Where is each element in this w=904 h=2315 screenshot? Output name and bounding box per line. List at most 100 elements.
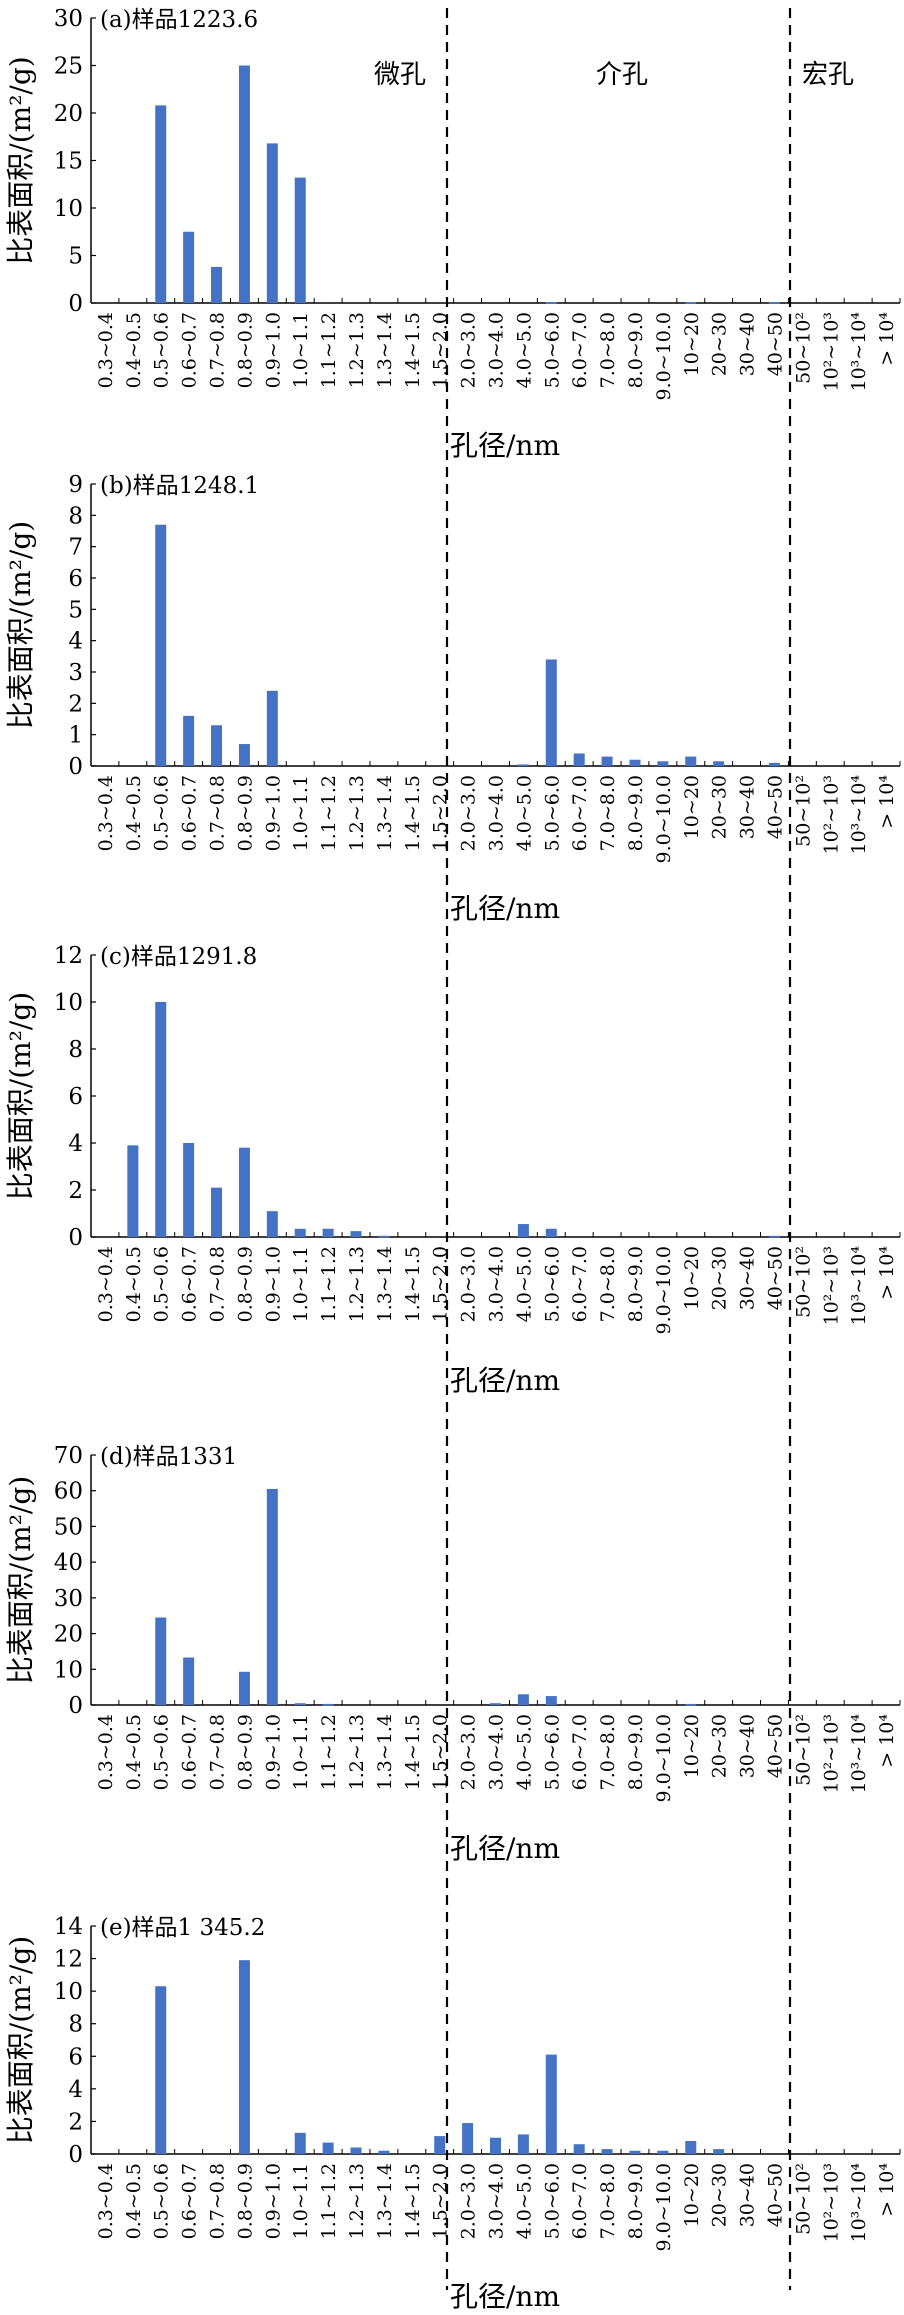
x-tick-label: 2.0~3.0 [458, 312, 480, 388]
x-tick-label: 40~50 [764, 1246, 786, 1310]
y-tick-label: 12 [54, 1947, 83, 1973]
x-tick-label: 50~10² [792, 2163, 814, 2235]
x-tick-label: 1.1~1.2 [318, 775, 340, 851]
x-tick-label: 30~40 [737, 775, 759, 839]
x-tick-label: 10³~10⁴ [848, 2163, 870, 2243]
panel-5: 0 2 4 6 8 10 12 14 0.3~0.4 0.4~0.5 0.5~0.6 0.6~0.7 0… [4, 1914, 901, 2313]
x-tick-label: 8.0~9.0 [625, 1714, 647, 1790]
x-tick-label: 3.0~4.0 [486, 2163, 508, 2239]
x-tick-label: 1.4~1.5 [402, 775, 424, 851]
x-tick-label: 1.0~1.1 [290, 312, 312, 388]
bar-5 [211, 1187, 223, 1237]
x-tick-label: 4.0~5.0 [513, 312, 535, 388]
y-tick-label: 30 [54, 6, 83, 32]
panel-3: 0 2 4 6 8 10 12 0.3~0.4 0.4~0.5 0.5~0.6 0.6~0.7 0.7… [4, 943, 901, 1397]
x-tick-label: 10²~10³ [820, 2163, 842, 2243]
bar-4 [183, 715, 195, 766]
x-tick-label: 4.0~5.0 [513, 775, 535, 851]
y-tick-label: 20 [54, 1622, 83, 1648]
x-tick-label: 30~40 [737, 2163, 759, 2227]
y-tick-label: 0 [68, 1225, 83, 1251]
x-tick-label: 0.9~1.0 [262, 2163, 284, 2239]
y-tick-label: 70 [54, 1443, 83, 1469]
x-tick-label: 1.4~1.5 [402, 1714, 424, 1790]
x-tick-label: 1.4~1.5 [402, 1246, 424, 1322]
bar-15 [490, 1703, 501, 1705]
bar-8 [294, 177, 306, 303]
x-tick-label: 50~10² [792, 1714, 814, 1786]
y-tick-label: 5 [68, 244, 83, 270]
bar-3 [155, 1986, 167, 2154]
x-tick-label: 0.3~0.4 [95, 1246, 117, 1322]
y-tick-label: 2 [68, 691, 83, 717]
y-tick-label: 25 [54, 54, 83, 80]
y-tick-label: 6 [68, 2044, 83, 2070]
y-axis-label: 比表面积/(m²/g) [4, 56, 37, 264]
bar-21 [657, 761, 669, 766]
x-tick-label: > 10⁴ [876, 1246, 898, 1300]
y-tick-label: 3 [68, 660, 83, 686]
bar-17 [545, 1696, 557, 1705]
bar-5 [211, 725, 223, 766]
x-tick-label: 1.1~1.2 [318, 312, 340, 388]
x-tick-label: 1.0~1.1 [290, 1246, 312, 1322]
x-tick-label: 0.7~0.8 [207, 2163, 229, 2239]
x-tick-label: 1.1~1.2 [318, 1246, 340, 1322]
x-tick-label: 0.8~0.9 [234, 312, 256, 388]
bar-4 [183, 1143, 195, 1237]
x-tick-label: 0.6~0.7 [179, 775, 201, 851]
x-tick-label: 1.5~2.0 [430, 2163, 452, 2239]
bar-20 [629, 2150, 641, 2154]
x-tick-label: 3.0~4.0 [486, 775, 508, 851]
x-tick-label: 0.3~0.4 [95, 1714, 117, 1790]
x-tick-label: 3.0~4.0 [486, 1246, 508, 1322]
x-tick-label: 40~50 [764, 312, 786, 376]
bar-19 [601, 756, 613, 766]
bar-7 [266, 1211, 278, 1237]
x-tick-label: 40~50 [764, 775, 786, 839]
bar-4 [183, 231, 195, 303]
x-tick-label: 4.0~5.0 [513, 1714, 535, 1790]
y-tick-label: 8 [68, 503, 83, 529]
x-tick-label: 1.2~1.3 [346, 1714, 368, 1790]
x-tick-label: 8.0~9.0 [625, 775, 647, 851]
x-tick-label: 0.7~0.8 [207, 312, 229, 388]
region-label-2: 介孔 [596, 60, 648, 90]
x-tick-label: 0.8~0.9 [234, 1246, 256, 1322]
x-tick-label: 10~20 [681, 312, 703, 376]
x-tick-label: 30~40 [737, 1246, 759, 1310]
x-tick-label: 5.0~6.0 [541, 1714, 563, 1790]
y-tick-label: 0 [68, 291, 83, 317]
x-tick-label: 0.8~0.9 [234, 775, 256, 851]
y-tick-label: 8 [68, 2012, 83, 2038]
bar-5 [211, 266, 223, 303]
y-tick-label: 20 [54, 101, 83, 127]
x-tick-label: > 10⁴ [876, 312, 898, 366]
x-tick-label: > 10⁴ [876, 1714, 898, 1768]
x-tick-label: 6.0~7.0 [569, 1714, 591, 1790]
bar-10 [350, 1231, 362, 1237]
x-tick-label: 10²~10³ [820, 1714, 842, 1794]
x-tick-label: 1.0~1.1 [290, 1714, 312, 1790]
y-axis-label: 比表面积/(m²/g) [4, 521, 37, 729]
bar-7 [266, 690, 278, 766]
x-tick-label: 0.5~0.6 [151, 775, 173, 851]
y-tick-label: 4 [68, 629, 83, 655]
x-tick-label: 0.7~0.8 [207, 1714, 229, 1790]
x-tick-label: > 10⁴ [876, 775, 898, 829]
x-tick-label: 0.5~0.6 [151, 312, 173, 388]
y-tick-label: 2 [68, 1178, 83, 1204]
x-tick-label: 3.0~4.0 [486, 1714, 508, 1790]
panel-title: (d)样品1331 [100, 1444, 237, 1470]
x-tick-label: 6.0~7.0 [569, 2163, 591, 2239]
x-tick-label: 4.0~5.0 [513, 2163, 535, 2239]
bar-3 [155, 1002, 167, 1237]
x-tick-label: 0.3~0.4 [95, 775, 117, 851]
x-tick-label: 0.8~0.9 [234, 2163, 256, 2239]
x-tick-label: 50~10² [792, 1246, 814, 1318]
y-axis-label: 比表面积/(m²/g) [4, 1476, 37, 1684]
bar-7 [266, 143, 278, 303]
x-tick-label: 2.0~3.0 [458, 775, 480, 851]
bar-23 [713, 761, 725, 766]
x-tick-label: 4.0~5.0 [513, 1246, 535, 1322]
